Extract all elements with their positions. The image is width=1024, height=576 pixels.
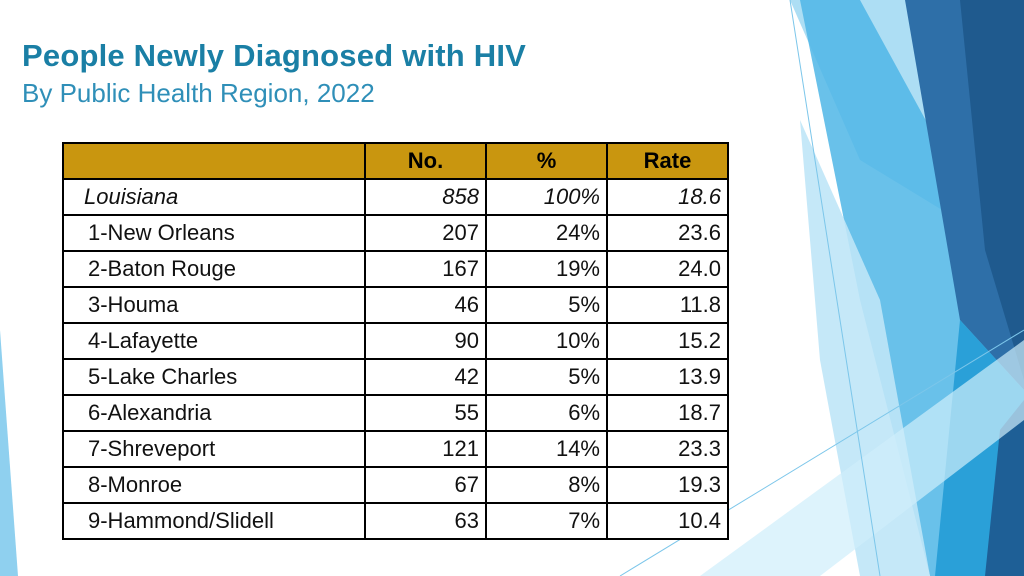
cell-region: 8-Monroe <box>62 466 366 504</box>
cell-region: 7-Shreveport <box>62 430 366 468</box>
cell-region: 1-New Orleans <box>62 214 366 252</box>
cell-percent: 19% <box>485 250 608 288</box>
cell-region: 2-Baton Rouge <box>62 250 366 288</box>
deco-shape-left-sliver <box>0 330 18 576</box>
table-row: 3-Houma 46 5% 11.8 <box>62 286 729 324</box>
header-percent: % <box>485 142 608 180</box>
header-rate: Rate <box>606 142 729 180</box>
table-row: 8-Monroe 67 8% 19.3 <box>62 466 729 504</box>
cell-rate: 19.3 <box>606 466 729 504</box>
table-row: 7-Shreveport 121 14% 23.3 <box>62 430 729 468</box>
cell-percent: 7% <box>485 502 608 540</box>
table-row: 2-Baton Rouge 167 19% 24.0 <box>62 250 729 288</box>
table-row: 4-Lafayette 90 10% 15.2 <box>62 322 729 360</box>
cell-region: 6-Alexandria <box>62 394 366 432</box>
cell-number: 42 <box>364 358 487 396</box>
cell-region: 3-Houma <box>62 286 366 324</box>
cell-region: 5-Lake Charles <box>62 358 366 396</box>
header-number: No. <box>364 142 487 180</box>
cell-rate: 11.8 <box>606 286 729 324</box>
cell-percent: 24% <box>485 214 608 252</box>
deco-shape-darkest <box>960 0 1024 380</box>
cell-percent: 6% <box>485 394 608 432</box>
cell-number: 121 <box>364 430 487 468</box>
slide-title: People Newly Diagnosed with HIV <box>22 38 527 73</box>
cell-number: 90 <box>364 322 487 360</box>
table-header-row: No. % Rate <box>62 142 729 180</box>
cell-number: 67 <box>364 466 487 504</box>
table-row: 9-Hammond/Slidell 63 7% 10.4 <box>62 502 729 540</box>
deco-thin-line-1 <box>789 0 881 576</box>
cell-number: 63 <box>364 502 487 540</box>
cell-region: 4-Lafayette <box>62 322 366 360</box>
cell-rate: 24.0 <box>606 250 729 288</box>
header-region <box>62 142 366 180</box>
cell-number: 858 <box>364 178 487 216</box>
cell-rate: 15.2 <box>606 322 729 360</box>
table-row: 5-Lake Charles 42 5% 13.9 <box>62 358 729 396</box>
table-row: 6-Alexandria 55 6% 18.7 <box>62 394 729 432</box>
slide-subtitle: By Public Health Region, 2022 <box>22 78 375 108</box>
cell-rate: 18.7 <box>606 394 729 432</box>
cell-rate: 18.6 <box>606 178 729 216</box>
title-block: People Newly Diagnosed with HIV By Publi… <box>22 36 526 110</box>
cell-number: 55 <box>364 394 487 432</box>
cell-percent: 100% <box>485 178 608 216</box>
cell-rate: 23.3 <box>606 430 729 468</box>
hiv-region-table: No. % Rate Louisiana 858 100% 18.6 1-New… <box>62 142 729 540</box>
cell-region: 9-Hammond/Slidell <box>62 502 366 540</box>
deco-shape-dark-bottom <box>985 400 1024 576</box>
cell-rate: 23.6 <box>606 214 729 252</box>
cell-number: 207 <box>364 214 487 252</box>
cell-rate: 13.9 <box>606 358 729 396</box>
cell-percent: 10% <box>485 322 608 360</box>
cell-rate: 10.4 <box>606 502 729 540</box>
cell-number: 46 <box>364 286 487 324</box>
cell-percent: 14% <box>485 430 608 468</box>
table-row-louisiana: Louisiana 858 100% 18.6 <box>62 178 729 216</box>
cell-percent: 5% <box>485 358 608 396</box>
cell-number: 167 <box>364 250 487 288</box>
cell-percent: 8% <box>485 466 608 504</box>
table-row: 1-New Orleans 207 24% 23.6 <box>62 214 729 252</box>
cell-region: Louisiana <box>62 178 366 216</box>
cell-percent: 5% <box>485 286 608 324</box>
